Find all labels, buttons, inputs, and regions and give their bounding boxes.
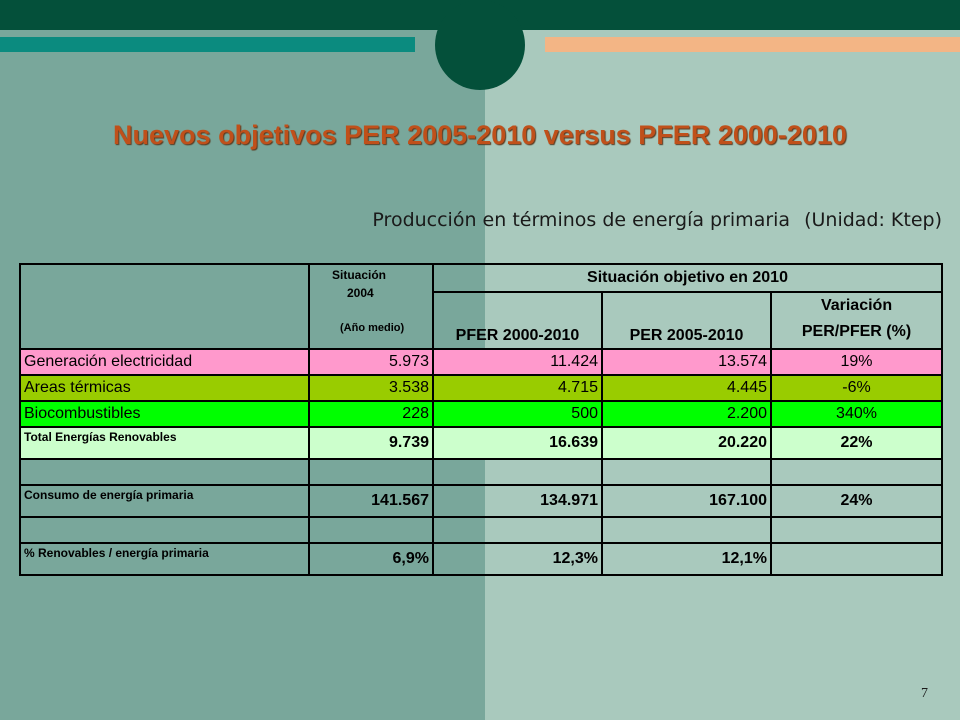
unit-label: (Unidad: Ktep) bbox=[804, 209, 942, 231]
spacer-cell bbox=[601, 458, 772, 486]
table-row-biocombustibles: Biocombustibles 228 500 2.200 340% bbox=[19, 400, 944, 428]
spacer-cell bbox=[601, 516, 772, 544]
cell-situacion-2004: 228 bbox=[308, 400, 434, 428]
orange-decorative-stripe bbox=[545, 37, 960, 52]
cell-variacion bbox=[769, 542, 944, 576]
header-col-per: PER 2005-2010 bbox=[601, 291, 772, 350]
table-row-porcentaje-renovables: % Renovables / energía primaria 6,9% 12,… bbox=[19, 542, 944, 576]
cell-variacion: -6% bbox=[769, 374, 944, 402]
spacer-cell bbox=[308, 458, 434, 486]
header-variacion-line2: PER/PFER (%) bbox=[801, 323, 912, 340]
cell-pfer: 500 bbox=[432, 400, 603, 428]
row-label: Generación electricidad bbox=[19, 348, 310, 376]
cell-per: 167.100 bbox=[601, 484, 772, 518]
table-row-areas-termicas: Areas térmicas 3.538 4.715 4.445 -6% bbox=[19, 374, 944, 402]
header-empty-cell bbox=[19, 263, 310, 350]
cell-variacion: 19% bbox=[769, 348, 944, 376]
row-label: Biocombustibles bbox=[19, 400, 310, 428]
cell-situacion-2004: 5.973 bbox=[308, 348, 434, 376]
slide-title: Nuevos objetivos PER 2005-2010 versus PF… bbox=[113, 120, 847, 150]
spacer-cell bbox=[769, 516, 944, 544]
table-row-generacion: Generación electricidad 5.973 11.424 13.… bbox=[19, 348, 944, 376]
spacer-cell bbox=[432, 516, 603, 544]
header-row-2: PFER 2000-2010 PER 2005-2010 Variación P… bbox=[20, 291, 944, 350]
header-situacion-2004: Situación 2004 (Año medio) bbox=[308, 263, 434, 350]
header-col-variacion: Variación PER/PFER (%) bbox=[769, 291, 944, 350]
table-row-total-renovables: Total Energías Renovables 9.739 16.639 2… bbox=[19, 426, 944, 460]
cell-situacion-2004: 9.739 bbox=[308, 426, 434, 460]
decorative-circle bbox=[435, 0, 525, 90]
cell-variacion: 22% bbox=[769, 426, 944, 460]
cell-pfer: 134.971 bbox=[432, 484, 603, 518]
cell-per: 20.220 bbox=[601, 426, 772, 460]
header-situacion-line1: Situación bbox=[332, 268, 387, 282]
cell-per: 2.200 bbox=[601, 400, 772, 428]
subtitle-text: Producción en términos de energía primar… bbox=[372, 209, 791, 231]
subtitle: Producción en términos de energía primar… bbox=[372, 209, 942, 231]
row-label: Consumo de energía primaria bbox=[19, 484, 310, 518]
cell-situacion-2004: 3.538 bbox=[308, 374, 434, 402]
header-situacion-line3: (Año medio) bbox=[340, 322, 405, 334]
row-label: Total Energías Renovables bbox=[19, 426, 310, 460]
table-row-spacer bbox=[19, 458, 944, 486]
header-col-pfer: PFER 2000-2010 bbox=[432, 291, 603, 350]
header-variacion-line1: Variación bbox=[820, 297, 893, 314]
energy-table-container: Situación 2004 (Año medio) Situación obj… bbox=[19, 263, 944, 576]
cell-per: 12,1% bbox=[601, 542, 772, 576]
cell-per: 4.445 bbox=[601, 374, 772, 402]
table-row-spacer bbox=[19, 516, 944, 544]
cell-pfer: 4.715 bbox=[432, 374, 603, 402]
spacer-cell bbox=[432, 458, 603, 486]
cell-per: 13.574 bbox=[601, 348, 772, 376]
page-number: 7 bbox=[921, 686, 928, 701]
spacer-cell bbox=[19, 458, 310, 486]
cell-situacion-2004: 141.567 bbox=[308, 484, 434, 518]
row-label: Areas térmicas bbox=[19, 374, 310, 402]
cell-variacion: 340% bbox=[769, 400, 944, 428]
spacer-cell bbox=[769, 458, 944, 486]
cell-situacion-2004: 6,9% bbox=[308, 542, 434, 576]
header-situacion-line2: 2004 bbox=[347, 286, 374, 300]
spacer-cell bbox=[308, 516, 434, 544]
table-row-consumo-primaria: Consumo de energía primaria 141.567 134.… bbox=[19, 484, 944, 518]
energy-table: Situación 2004 (Año medio) Situación obj… bbox=[19, 263, 944, 576]
cell-pfer: 12,3% bbox=[432, 542, 603, 576]
cell-pfer: 11.424 bbox=[432, 348, 603, 376]
teal-decorative-stripe bbox=[0, 37, 415, 52]
row-label: % Renovables / energía primaria bbox=[19, 542, 310, 576]
cell-variacion: 24% bbox=[769, 484, 944, 518]
header-objetivo-2010: Situación objetivo en 2010 bbox=[431, 263, 944, 293]
cell-pfer: 16.639 bbox=[432, 426, 603, 460]
spacer-cell bbox=[19, 516, 310, 544]
header-row-1: Situación 2004 (Año medio) Situación obj… bbox=[19, 263, 944, 350]
